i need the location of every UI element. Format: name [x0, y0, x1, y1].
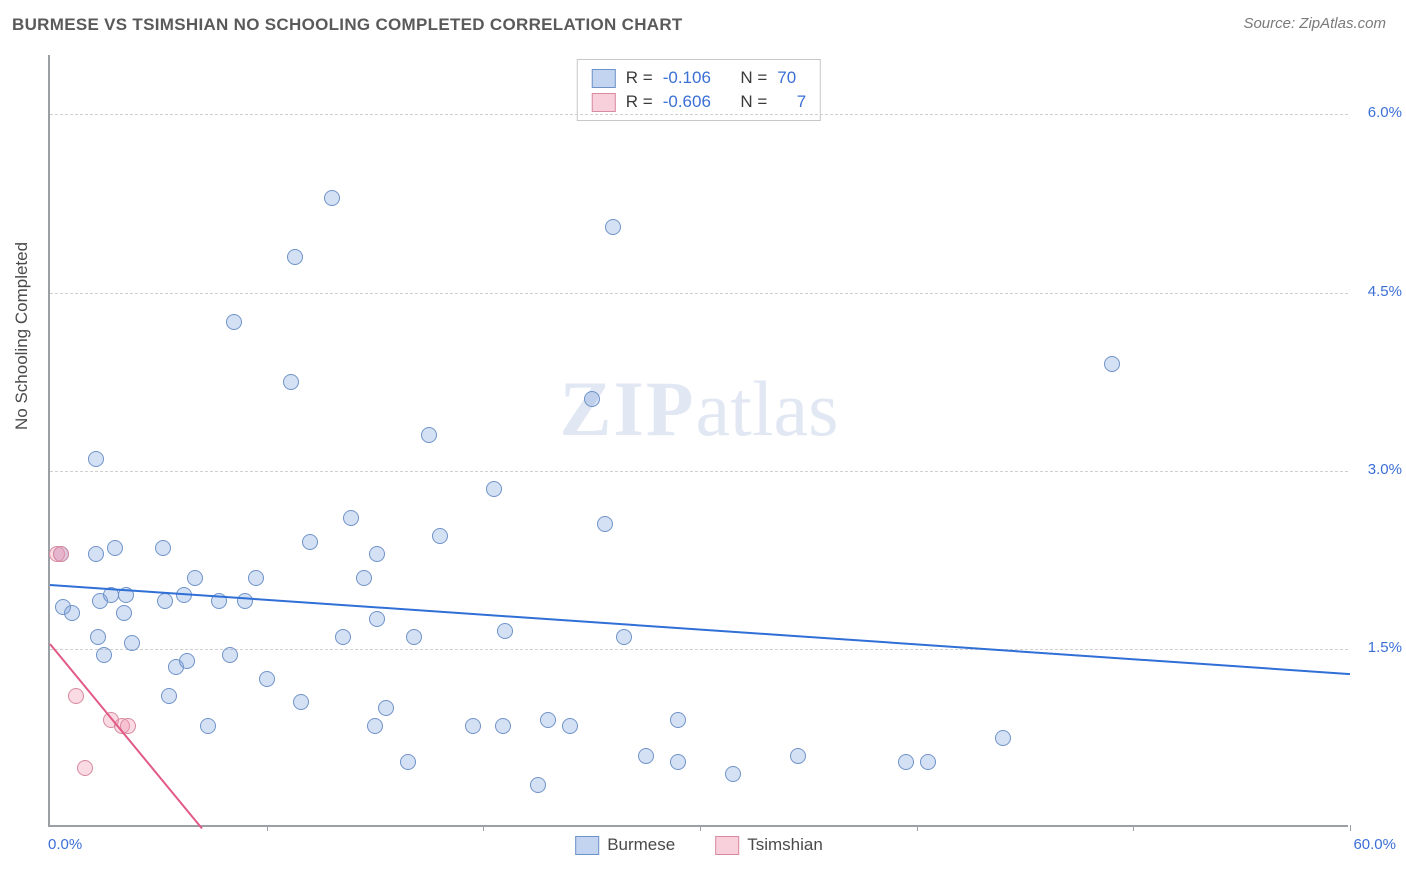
data-point — [597, 516, 613, 532]
data-point — [335, 629, 351, 645]
data-point — [790, 748, 806, 764]
data-point — [421, 427, 437, 443]
y-tick-label: 4.5% — [1352, 283, 1402, 300]
data-point — [200, 718, 216, 734]
data-point — [68, 688, 84, 704]
gridline — [50, 293, 1348, 294]
watermark: ZIPatlas — [560, 364, 839, 454]
chart-title: BURMESE VS TSIMSHIAN NO SCHOOLING COMPLE… — [12, 15, 683, 35]
data-point — [584, 391, 600, 407]
data-point — [497, 623, 513, 639]
data-point — [107, 540, 123, 556]
data-point — [486, 481, 502, 497]
legend-item: Tsimshian — [715, 835, 823, 855]
data-point — [995, 730, 1011, 746]
data-point — [562, 718, 578, 734]
data-point — [605, 219, 621, 235]
data-point — [157, 593, 173, 609]
data-point — [53, 546, 69, 562]
regression-line — [50, 584, 1350, 675]
data-point — [179, 653, 195, 669]
x-tick-mark — [483, 825, 484, 831]
data-point — [77, 760, 93, 776]
data-point — [64, 605, 80, 621]
x-tick-mark — [1350, 825, 1351, 831]
data-point — [898, 754, 914, 770]
data-point — [465, 718, 481, 734]
data-point — [378, 700, 394, 716]
x-max-label: 60.0% — [1353, 836, 1396, 853]
data-point — [616, 629, 632, 645]
data-point — [283, 374, 299, 390]
data-point — [1104, 356, 1120, 372]
legend-row: R = -0.106 N = 70 — [592, 66, 806, 90]
data-point — [432, 528, 448, 544]
data-point — [161, 688, 177, 704]
swatch-burmese-icon — [575, 836, 599, 855]
data-point — [638, 748, 654, 764]
x-tick-mark — [267, 825, 268, 831]
data-point — [222, 647, 238, 663]
legend-item: Burmese — [575, 835, 675, 855]
data-point — [369, 611, 385, 627]
data-point — [88, 546, 104, 562]
gridline — [50, 471, 1348, 472]
legend-row: R = -0.606 N = 7 — [592, 90, 806, 114]
data-point — [540, 712, 556, 728]
data-point — [96, 647, 112, 663]
data-point — [495, 718, 511, 734]
data-point — [343, 510, 359, 526]
data-point — [293, 694, 309, 710]
data-point — [530, 777, 546, 793]
correlation-legend: R = -0.106 N = 70 R = -0.606 N = 7 — [577, 59, 821, 121]
data-point — [725, 766, 741, 782]
swatch-burmese-icon — [592, 69, 616, 88]
n-value: 7 — [797, 90, 806, 114]
data-point — [356, 570, 372, 586]
legend-label: Burmese — [607, 835, 675, 855]
data-point — [155, 540, 171, 556]
data-point — [400, 754, 416, 770]
chart-container: BURMESE VS TSIMSHIAN NO SCHOOLING COMPLE… — [0, 0, 1406, 892]
data-point — [302, 534, 318, 550]
data-point — [259, 671, 275, 687]
r-value: -0.606 — [663, 90, 711, 114]
y-tick-label: 1.5% — [1352, 639, 1402, 656]
plot-area: ZIPatlas R = -0.106 N = 70 R = -0.606 N … — [48, 55, 1348, 827]
data-point — [324, 190, 340, 206]
data-point — [670, 712, 686, 728]
x-origin-label: 0.0% — [48, 836, 82, 853]
data-point — [187, 570, 203, 586]
data-point — [116, 605, 132, 621]
series-legend: Burmese Tsimshian — [575, 835, 823, 855]
swatch-tsimshian-icon — [715, 836, 739, 855]
data-point — [369, 546, 385, 562]
x-tick-mark — [917, 825, 918, 831]
data-point — [920, 754, 936, 770]
data-point — [248, 570, 264, 586]
x-tick-mark — [1133, 825, 1134, 831]
data-point — [670, 754, 686, 770]
data-point — [226, 314, 242, 330]
data-point — [237, 593, 253, 609]
y-axis-label: No Schooling Completed — [12, 242, 32, 430]
r-value: -0.106 — [663, 66, 711, 90]
data-point — [90, 629, 106, 645]
gridline — [50, 114, 1348, 115]
swatch-tsimshian-icon — [592, 93, 616, 112]
data-point — [88, 451, 104, 467]
data-point — [406, 629, 422, 645]
y-tick-label: 3.0% — [1352, 461, 1402, 478]
x-tick-mark — [700, 825, 701, 831]
source-label: Source: ZipAtlas.com — [1243, 15, 1386, 32]
n-value: 70 — [777, 66, 796, 90]
gridline — [50, 649, 1348, 650]
y-tick-label: 6.0% — [1352, 104, 1402, 121]
data-point — [287, 249, 303, 265]
legend-label: Tsimshian — [747, 835, 823, 855]
data-point — [367, 718, 383, 734]
